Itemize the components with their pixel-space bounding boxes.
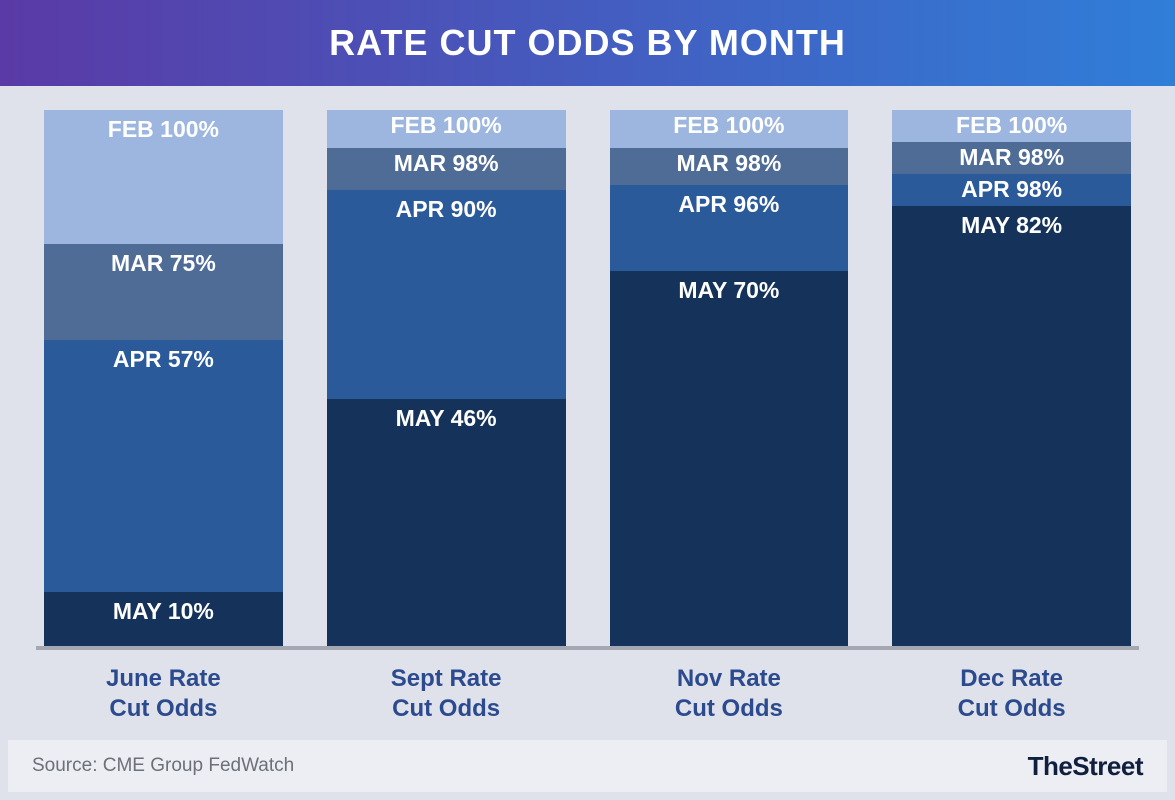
- bar-segment: APR 57%: [44, 340, 283, 592]
- infographic-frame: RATE CUT ODDS BY MONTH FEB 100%MAR 75%AP…: [0, 0, 1175, 800]
- bar-segment: MAY 10%: [44, 592, 283, 646]
- bar-segment: MAR 75%: [44, 244, 283, 340]
- bar-segment: MAR 98%: [610, 148, 849, 186]
- bar-column: FEB 100%MAR 75%APR 57%MAY 10%: [44, 110, 283, 646]
- x-axis-label-line1: Nov Rate: [610, 664, 849, 694]
- bar-segment: MAR 98%: [327, 148, 566, 191]
- x-axis-label-line2: Cut Odds: [892, 694, 1131, 724]
- x-axis-label-line2: Cut Odds: [610, 694, 849, 724]
- x-axis-label: Sept RateCut Odds: [327, 664, 566, 724]
- bar-segment: APR 98%: [892, 174, 1131, 206]
- bar-column: FEB 100%MAR 98%APR 98%MAY 82%: [892, 110, 1131, 646]
- x-axis-label-line1: Dec Rate: [892, 664, 1131, 694]
- x-axis-label-line1: Sept Rate: [327, 664, 566, 694]
- title-bar: RATE CUT ODDS BY MONTH: [0, 0, 1175, 86]
- x-axis-label: Dec RateCut Odds: [892, 664, 1131, 724]
- chart-title: RATE CUT ODDS BY MONTH: [329, 22, 846, 64]
- bar-segment: MAR 98%: [892, 142, 1131, 174]
- x-axis-label: Nov RateCut Odds: [610, 664, 849, 724]
- chart-area: FEB 100%MAR 75%APR 57%MAY 10%FEB 100%MAR…: [0, 86, 1175, 728]
- x-axis-label: June RateCut Odds: [44, 664, 283, 724]
- source-text: Source: CME Group FedWatch: [32, 755, 294, 777]
- bar-segment: FEB 100%: [327, 110, 566, 148]
- brand-logo: TheStreet: [1028, 751, 1143, 782]
- bar-column: FEB 100%MAR 98%APR 96%MAY 70%: [610, 110, 849, 646]
- bar-column: FEB 100%MAR 98%APR 90%MAY 46%: [327, 110, 566, 646]
- footer-bar: Source: CME Group FedWatch TheStreet: [8, 740, 1167, 792]
- bar-segment: MAY 82%: [892, 206, 1131, 646]
- bar-segment: MAY 70%: [610, 271, 849, 646]
- x-axis-label-line2: Cut Odds: [44, 694, 283, 724]
- bar-columns: FEB 100%MAR 75%APR 57%MAY 10%FEB 100%MAR…: [36, 110, 1139, 650]
- bar-segment: APR 90%: [327, 190, 566, 399]
- bar-segment: APR 96%: [610, 185, 849, 271]
- x-axis-label-line2: Cut Odds: [327, 694, 566, 724]
- bar-segment: FEB 100%: [892, 110, 1131, 142]
- bar-segment: MAY 46%: [327, 399, 566, 646]
- bar-segment: FEB 100%: [610, 110, 849, 148]
- x-axis-label-line1: June Rate: [44, 664, 283, 694]
- bar-segment: FEB 100%: [44, 110, 283, 244]
- x-axis-labels: June RateCut OddsSept RateCut OddsNov Ra…: [36, 650, 1139, 724]
